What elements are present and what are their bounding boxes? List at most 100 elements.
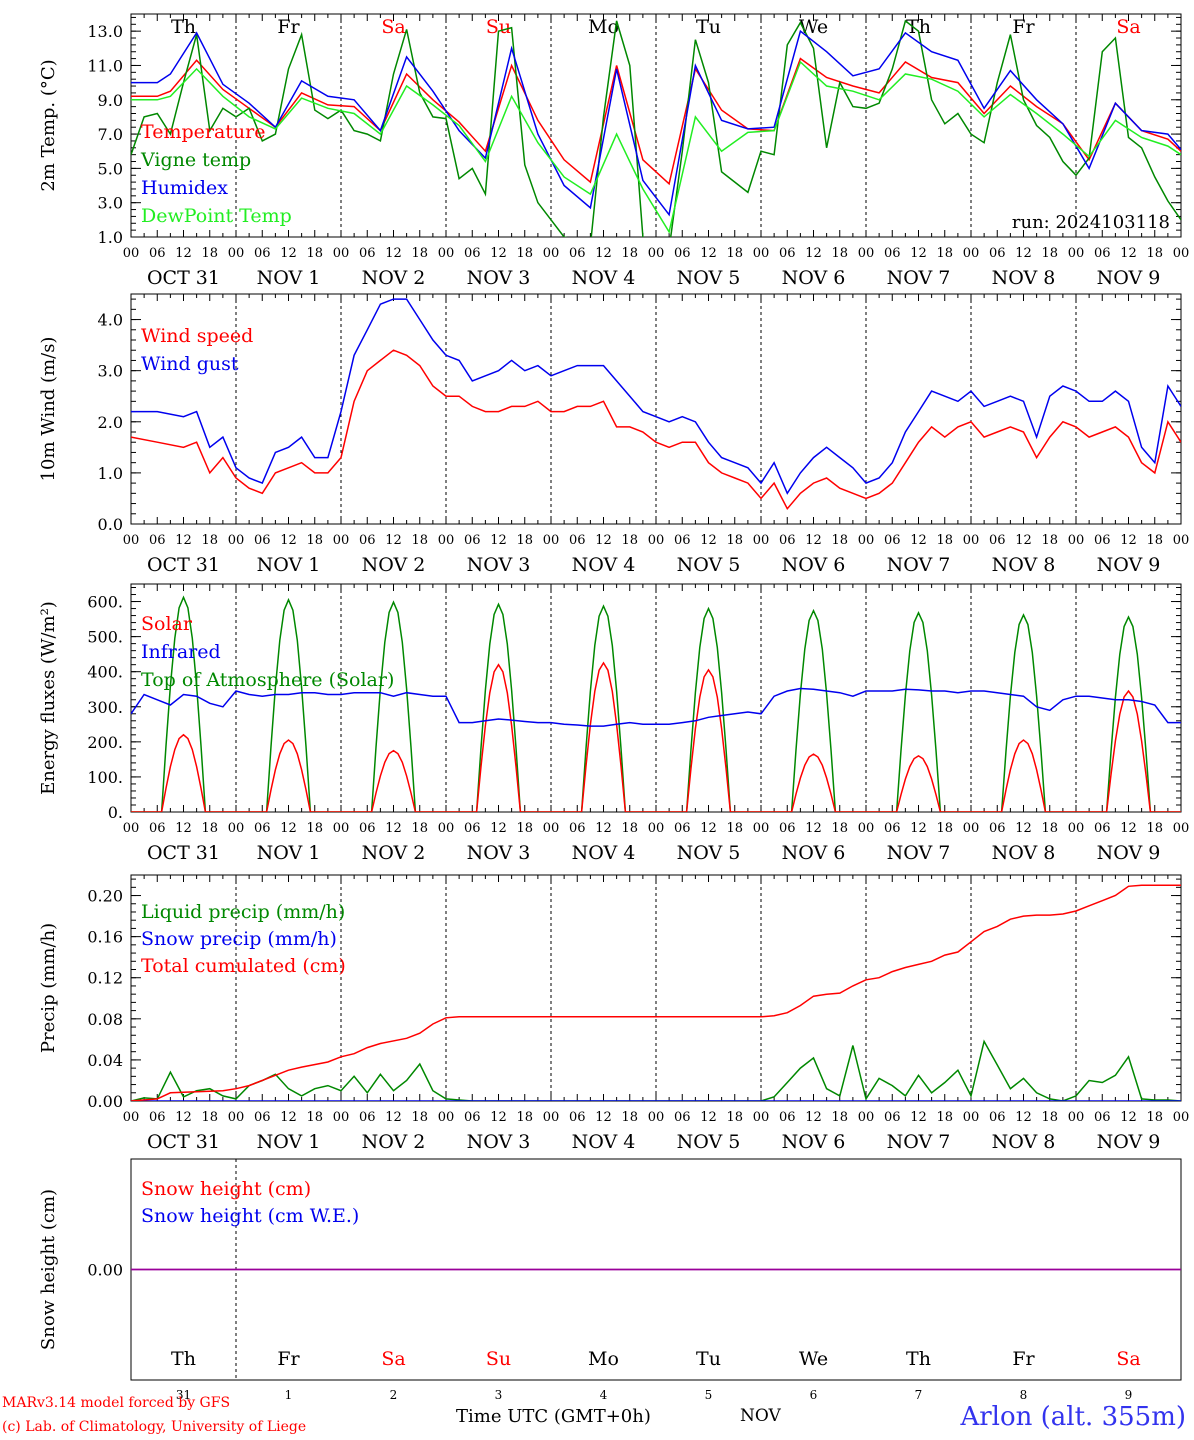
date-label: NOV 9 [1097, 267, 1161, 289]
hour-label: 06 [1094, 533, 1111, 548]
hour-label: 12 [1015, 533, 1032, 548]
hour-label: 12 [805, 1110, 822, 1125]
hour-label: 12 [910, 246, 927, 261]
hour-label: 12 [280, 533, 297, 548]
y-tick-label: 4.0 [98, 311, 123, 330]
hour-label: 12 [595, 246, 612, 261]
date-label: NOV 6 [782, 267, 846, 289]
day-number-label: 4 [600, 1388, 608, 1402]
y-tick-label: 0.04 [87, 1051, 123, 1070]
hour-label: 06 [884, 533, 901, 548]
hour-label: 00 [1173, 821, 1190, 836]
y-axis-label: 2m Temp. (°C) [38, 59, 59, 191]
hour-label: 06 [674, 821, 691, 836]
y-tick-label: 100. [87, 768, 123, 787]
hour-label: 18 [726, 821, 743, 836]
date-label: NOV 5 [677, 267, 741, 289]
hour-label: 00 [123, 1110, 140, 1125]
date-label: OCT 31 [147, 554, 220, 576]
y-tick-label: 9.0 [98, 91, 123, 110]
weekday-label: We [799, 1348, 828, 1370]
date-label: NOV 9 [1097, 554, 1161, 576]
hour-label: 06 [149, 533, 166, 548]
date-label: NOV 5 [677, 1131, 741, 1153]
hour-label: 06 [989, 821, 1006, 836]
y-tick-label: 0.20 [87, 887, 123, 906]
hour-label: 18 [831, 533, 848, 548]
y-axis-label: 10m Wind (m/s) [38, 337, 59, 482]
hour-label: 00 [123, 533, 140, 548]
legend-entry: Infrared [141, 641, 221, 663]
hour-label: 06 [779, 1110, 796, 1125]
y-tick-label: 400. [87, 663, 123, 682]
day-number-label: 31 [176, 1388, 191, 1402]
hour-label: 06 [989, 1110, 1006, 1125]
y-axis-label: Energy fluxes (W/m²) [38, 601, 59, 795]
hour-label: 12 [805, 821, 822, 836]
weekday-label: Th [906, 1348, 931, 1370]
series-humidex [131, 29, 1181, 217]
y-tick-label: 0.00 [87, 1092, 123, 1111]
hour-label: 12 [595, 821, 612, 836]
y-tick-label: 500. [87, 628, 123, 647]
hour-label: 00 [228, 821, 245, 836]
date-label: NOV 3 [467, 842, 531, 864]
date-label: NOV 6 [782, 554, 846, 576]
hour-label: 00 [1068, 246, 1085, 261]
station-label: Arlon (alt. 355m) [960, 1402, 1186, 1432]
date-label: NOV 8 [992, 1131, 1056, 1153]
hour-label: 12 [490, 1110, 507, 1125]
hour-label: 00 [438, 533, 455, 548]
hour-label: 18 [726, 533, 743, 548]
hour-label: 00 [753, 821, 770, 836]
hour-label: 00 [648, 533, 665, 548]
hour-label: 00 [1068, 1110, 1085, 1125]
hour-label: 00 [438, 1110, 455, 1125]
hour-label: 18 [411, 533, 428, 548]
day-number-label: 9 [1125, 1388, 1133, 1402]
month-label: NOV [740, 1406, 781, 1426]
x-axis-label: Time UTC (GMT+0h) [456, 1406, 651, 1427]
hour-label: 06 [254, 1110, 271, 1125]
hour-label: 06 [674, 1110, 691, 1125]
hour-label: 12 [700, 1110, 717, 1125]
hour-label: 06 [359, 821, 376, 836]
hour-label: 18 [411, 821, 428, 836]
hour-label: 18 [831, 246, 848, 261]
date-label: NOV 3 [467, 554, 531, 576]
hour-label: 12 [490, 246, 507, 261]
hour-label: 00 [753, 1110, 770, 1125]
y-tick-label: 11.0 [87, 56, 123, 75]
hour-label: 00 [228, 533, 245, 548]
date-label: NOV 2 [362, 554, 426, 576]
hour-label: 18 [936, 1110, 953, 1125]
hour-label: 18 [726, 246, 743, 261]
series-wind-gust [131, 298, 1181, 495]
hour-label: 12 [1015, 821, 1032, 836]
y-tick-label: 5.0 [98, 159, 123, 178]
hour-label: 06 [149, 821, 166, 836]
weekday-label: Th [171, 1348, 196, 1370]
date-label: NOV 4 [572, 1131, 636, 1153]
hour-label: 06 [779, 246, 796, 261]
hour-label: 00 [543, 821, 560, 836]
y-tick-label: 0.08 [87, 1010, 123, 1029]
date-label: NOV 4 [572, 842, 636, 864]
hour-label: 18 [306, 246, 323, 261]
hour-label: 18 [201, 533, 218, 548]
legend-entry: Liquid precip (mm/h) [141, 901, 345, 923]
date-label: NOV 7 [887, 267, 951, 289]
legend-entry: Wind gust [141, 353, 239, 375]
hour-label: 06 [254, 246, 271, 261]
hour-label: 06 [1094, 1110, 1111, 1125]
day-number-label: 3 [495, 1388, 503, 1402]
legend-entry: Snow height (cm W.E.) [141, 1205, 359, 1227]
hour-label: 06 [464, 533, 481, 548]
hour-label: 06 [674, 533, 691, 548]
legend-entry: Snow height (cm) [141, 1178, 311, 1200]
series-dewpoint-temp [131, 60, 1181, 234]
hour-label: 00 [753, 246, 770, 261]
hour-label: 00 [963, 533, 980, 548]
hour-label: 18 [1041, 246, 1058, 261]
hour-label: 06 [1094, 246, 1111, 261]
